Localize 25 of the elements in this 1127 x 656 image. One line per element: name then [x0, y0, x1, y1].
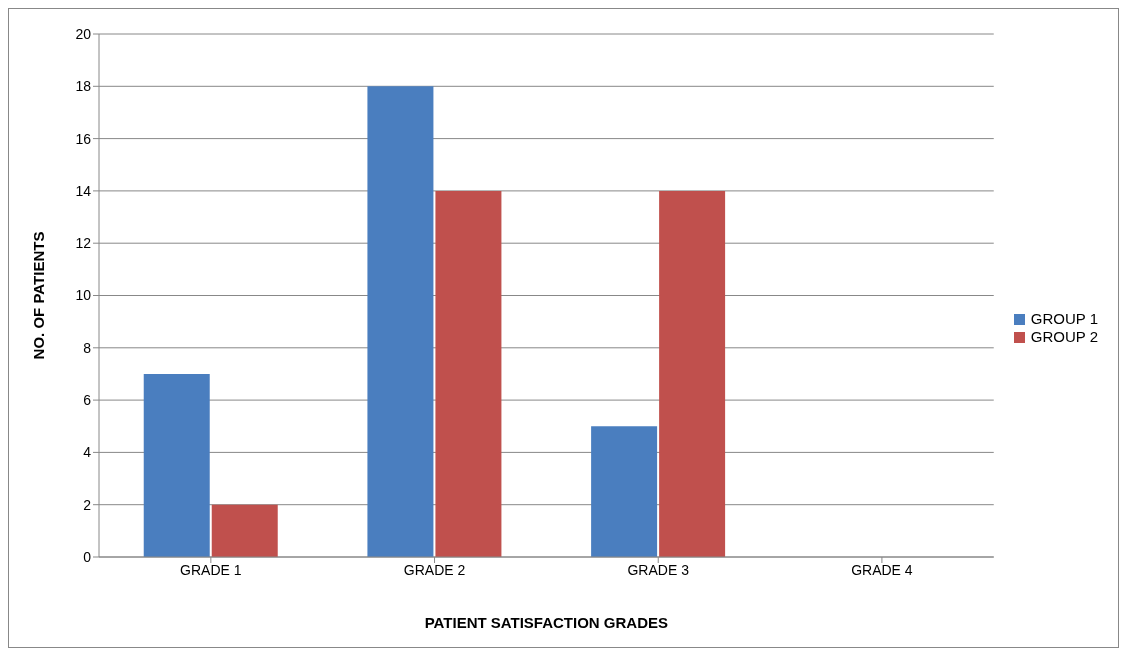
y-tick-label: 6: [83, 392, 92, 409]
y-tick-label: 4: [83, 444, 92, 461]
bar: [435, 190, 502, 557]
y-tick-label: 10: [75, 287, 92, 304]
bar: [659, 190, 726, 557]
x-tick-label: GRADE 4: [851, 561, 913, 578]
bar: [367, 86, 434, 557]
x-axis-title: PATIENT SATISFACTION GRADES: [424, 613, 669, 631]
y-axis-title: NO. OF PATIENTS: [30, 231, 48, 360]
x-tick-label: GRADE 2: [403, 561, 466, 578]
y-tick-label: 14: [75, 182, 92, 199]
y-tick-label: 12: [75, 235, 92, 252]
bar: [143, 373, 210, 557]
y-tick-label: 8: [83, 339, 92, 356]
y-tick-label: 16: [75, 130, 92, 147]
bar: [591, 426, 658, 557]
y-tick-label: 18: [75, 78, 92, 95]
y-tick-label: 2: [83, 496, 92, 513]
x-tick-label: GRADE 3: [627, 561, 690, 578]
x-tick-label: GRADE 1: [180, 561, 242, 578]
bar: [211, 504, 278, 557]
legend-label: GROUP 1: [1030, 310, 1098, 327]
legend-label: GROUP 2: [1030, 328, 1098, 345]
y-tick-label: 20: [75, 25, 92, 42]
y-tick-label: 0: [83, 548, 92, 565]
